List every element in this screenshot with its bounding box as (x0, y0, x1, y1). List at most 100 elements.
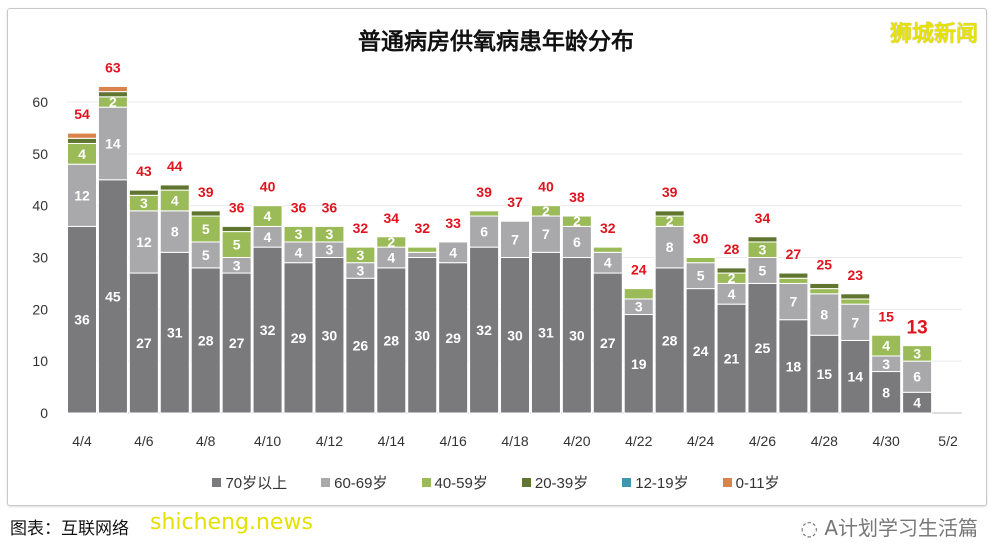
total-label: 28 (724, 241, 740, 257)
segment-label: 30 (322, 327, 338, 343)
total-label: 34 (384, 210, 400, 226)
legend-item: 12-19岁 (622, 472, 689, 493)
segment-label: 3 (295, 226, 303, 242)
segment-label: 27 (136, 335, 152, 351)
total-label: 37 (507, 194, 523, 210)
total-label: 44 (167, 158, 183, 174)
bar-segment (902, 360, 933, 393)
wechat-icon: ◌ (800, 516, 825, 540)
segment-label: 31 (167, 325, 183, 341)
segment-label: 5 (202, 247, 210, 263)
x-tick-label: 5/2 (938, 433, 958, 449)
bar-segment (97, 179, 128, 414)
segment-label: 4 (171, 192, 179, 208)
total-label: 63 (105, 59, 121, 75)
bar-segment (159, 184, 190, 191)
x-tick-label: 4/10 (254, 433, 281, 449)
segment-label: 19 (631, 356, 647, 372)
bar-segment (685, 262, 716, 290)
bar-segment (778, 319, 809, 414)
bar-segment (407, 246, 438, 253)
segment-label: 8 (882, 384, 890, 400)
total-label: 39 (198, 184, 214, 200)
segment-label: 3 (882, 356, 890, 372)
segment-label: 15 (817, 366, 833, 382)
legend-swatch (722, 478, 732, 487)
bar-segment (314, 257, 345, 414)
legend-label: 12-19岁 (635, 475, 689, 492)
segment-label: 4 (728, 286, 736, 302)
y-tick-label: 10 (32, 353, 48, 369)
segment-label: 30 (569, 327, 585, 343)
segment-label: 7 (511, 231, 519, 247)
bar-segment (561, 257, 592, 414)
total-label: 39 (662, 184, 678, 200)
segment-label: 4 (387, 250, 395, 266)
segment-label: 7 (542, 226, 550, 242)
segment-label: 28 (198, 332, 214, 348)
segment-label: 6 (913, 369, 921, 385)
legend-swatch (521, 478, 531, 487)
segment-label: 27 (229, 335, 245, 351)
y-tick-label: 30 (32, 250, 48, 266)
bar-segment (685, 288, 716, 414)
segment-label: 5 (233, 237, 241, 253)
total-label: 38 (569, 189, 585, 205)
legend-label: 70岁以上 (225, 475, 288, 492)
x-tick-label: 4/30 (873, 433, 900, 449)
x-tick-label: 4/28 (811, 433, 838, 449)
x-tick-label: 4/16 (440, 433, 467, 449)
segment-label: 3 (326, 226, 334, 242)
segment-label: 28 (662, 332, 678, 348)
segment-label: 4 (295, 244, 303, 260)
segment-label: 4 (264, 208, 272, 224)
bar-segment (654, 225, 685, 269)
segment-label: 2 (109, 94, 117, 110)
bar-segment (97, 85, 128, 93)
bar-segment (902, 345, 933, 362)
bar-segment (840, 293, 871, 300)
bar-segment (221, 225, 252, 233)
segment-label: 6 (480, 224, 488, 240)
legend-label: 20-39岁 (534, 475, 589, 492)
segment-label: 32 (476, 322, 492, 338)
chart-title: 普通病房供氧病患年龄分布 (358, 29, 634, 55)
bar-segment (654, 210, 685, 217)
segment-label: 14 (847, 369, 863, 385)
chart-frame (7, 8, 987, 506)
bar-segment (128, 272, 159, 414)
segment-label: 4 (449, 244, 457, 260)
bar-segment (500, 257, 531, 414)
bar-segment (685, 257, 716, 264)
y-tick-label: 60 (32, 94, 48, 110)
bar-segment (716, 267, 747, 274)
wechat-account-name: A计划学习生活篇 (824, 516, 978, 540)
bar-segment (283, 262, 314, 414)
bar-segment (376, 267, 407, 414)
legend-swatch (622, 478, 632, 487)
segment-label: 3 (233, 257, 241, 273)
total-label: 27 (786, 246, 802, 262)
legend-swatch (321, 478, 331, 487)
bar-segment (159, 210, 190, 253)
legend-label: 40-59岁 (434, 475, 488, 492)
legend-label: 60-69岁 (334, 475, 388, 492)
bar-segment (871, 371, 902, 414)
segment-label: 25 (755, 340, 771, 356)
wechat-account: ◌ A计划学习生活篇 (801, 512, 979, 541)
bar-segment (778, 272, 809, 279)
segment-label: 5 (697, 268, 705, 284)
total-label: 36 (229, 199, 245, 215)
total-label: 54 (74, 106, 90, 122)
bar-segment (376, 236, 407, 248)
bar-segment (469, 246, 500, 414)
bar-segment (747, 236, 778, 243)
y-tick-label: 20 (32, 301, 48, 317)
total-label: 24 (631, 262, 647, 278)
total-label: 32 (600, 220, 616, 236)
bar-segment (67, 132, 97, 139)
x-tick-label: 4/18 (501, 433, 528, 449)
bar-segment (283, 225, 314, 243)
bar-segment (190, 210, 221, 217)
